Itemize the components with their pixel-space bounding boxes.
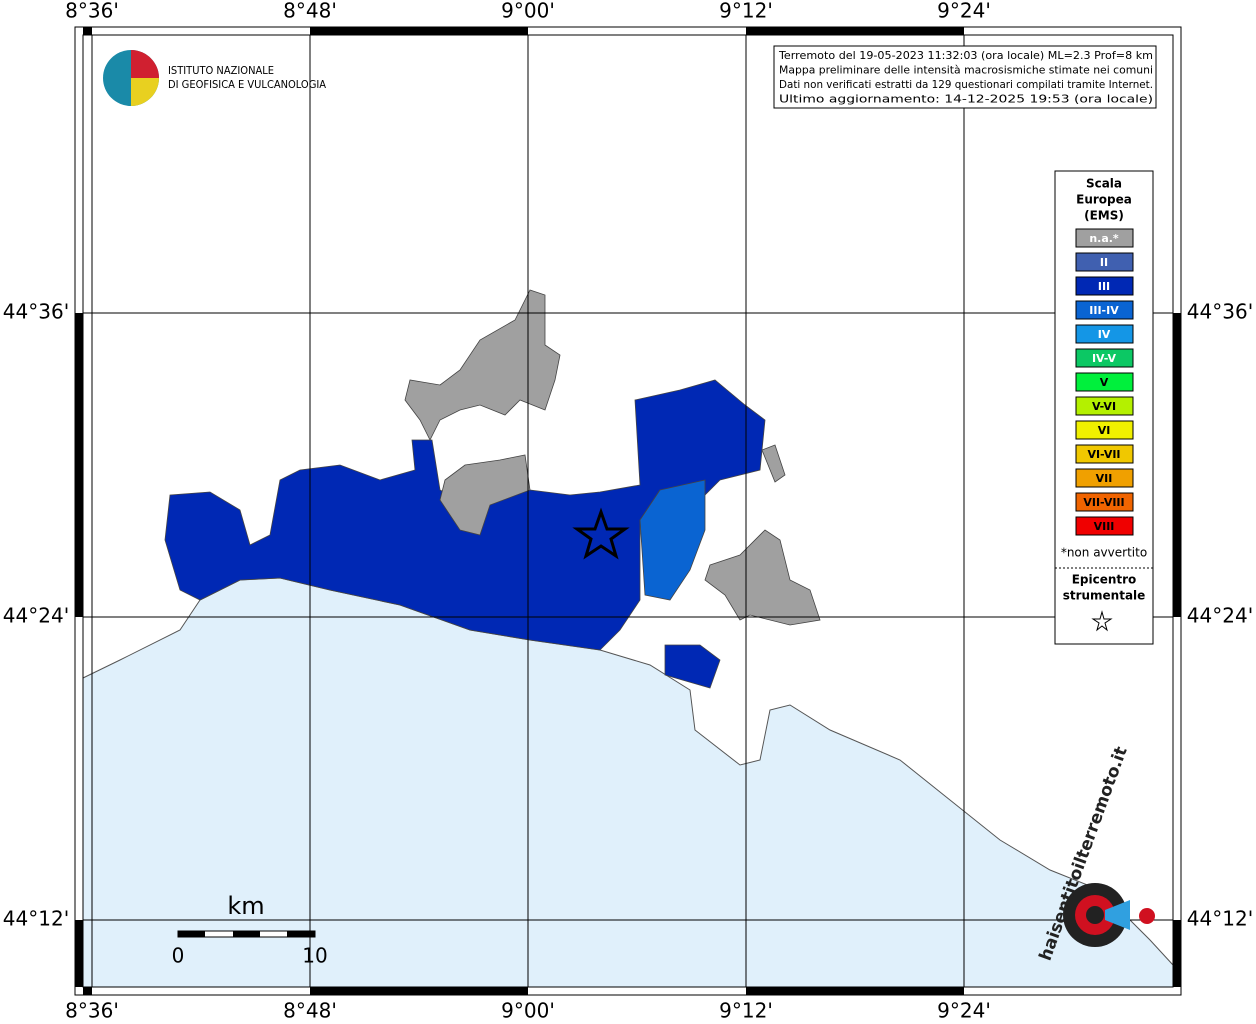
legend-swatch: [1075, 228, 1134, 248]
legend-swatch: [1075, 468, 1134, 488]
legend-swatch: [1075, 324, 1134, 344]
legend-title: Europea: [1076, 193, 1132, 207]
info-line: Ultimo aggiornamento: 14-12-2025 19:53 (…: [779, 93, 1153, 106]
frame: [74, 26, 1182, 996]
legend-title: Scala: [1086, 177, 1122, 191]
legend-swatch: [1075, 300, 1134, 320]
area-iii-iv: [639, 479, 706, 601]
legend-label: V-VI: [1092, 400, 1116, 413]
scale-tick: 0: [172, 944, 185, 968]
legend-swatch: [1075, 252, 1134, 272]
legend-label: VI-VII: [1087, 448, 1120, 461]
legend-note: *non avvertito: [1061, 546, 1147, 560]
area-na-b: [439, 454, 531, 536]
legend-swatch: [1075, 492, 1134, 512]
legend-label: VI: [1098, 424, 1111, 437]
legend-label: II: [1100, 256, 1108, 269]
legend-swatch: [1075, 444, 1134, 464]
legend-label: VII-VIII: [1083, 496, 1124, 509]
lon-label: 9°12': [719, 0, 773, 23]
legend-label: VII: [1096, 472, 1113, 485]
lat-label: 44°24': [3, 604, 69, 628]
logo: [103, 50, 159, 106]
lat-label: 44°36': [1187, 300, 1253, 324]
lon-label: 8°36': [65, 999, 119, 1023]
lon-label: 9°00': [501, 0, 555, 23]
lon-label: 9°00': [501, 999, 555, 1023]
lon-label: 8°48': [283, 999, 337, 1023]
graticule: [83, 35, 1173, 987]
scale-bar: [177, 930, 316, 938]
legend-star: [1091, 610, 1113, 632]
info-line: Mappa preliminare delle intensità macros…: [779, 64, 1153, 77]
area-na-c: [704, 529, 821, 626]
legend-label: IV-V: [1092, 352, 1117, 365]
lat-label: 44°12': [3, 907, 69, 931]
legend-swatch: [1075, 372, 1134, 392]
legend-swatch: [1075, 276, 1134, 296]
lon-label: 9°24': [937, 999, 991, 1023]
legend-label: III-IV: [1089, 304, 1119, 317]
info-line: Dati non verificati estratti da 129 ques…: [779, 78, 1153, 91]
legend-label: n.a.*: [1089, 232, 1119, 245]
scale-tick: 10: [302, 944, 327, 968]
area-na: [404, 289, 561, 441]
lon-label: 8°36': [65, 0, 119, 23]
logo-text: ISTITUTO NAZIONALE: [168, 64, 274, 77]
legend-swatch: [1075, 516, 1134, 536]
lon-label: 9°24': [937, 0, 991, 23]
site-logo: [1063, 883, 1155, 947]
scale-unit: km: [227, 892, 264, 920]
legend-epicenter: strumentale: [1063, 589, 1146, 603]
lon-label: 9°12': [719, 999, 773, 1023]
lat-label: 44°24': [1187, 604, 1253, 628]
legend-label: V: [1100, 376, 1109, 389]
legend-swatch: [1075, 420, 1134, 440]
lat-label: 44°12': [1187, 907, 1253, 931]
legend-label: VIII: [1094, 520, 1115, 533]
legend-label: III: [1098, 280, 1110, 293]
info-line: Terremoto del 19-05-2023 11:32:03 (ora l…: [778, 49, 1153, 62]
legend-swatch: [1075, 348, 1134, 368]
municipalities: [164, 289, 821, 689]
legend-title: (EMS): [1084, 209, 1124, 223]
legend-epicenter: Epicentro: [1072, 573, 1137, 587]
legend-label: IV: [1098, 328, 1111, 341]
lat-label: 44°36': [3, 300, 69, 324]
area-na-d: [761, 444, 786, 483]
legend-swatch: [1075, 396, 1134, 416]
area-iii-b: [664, 644, 721, 689]
logo-text: DI GEOFISICA E VULCANOLOGIA: [168, 78, 326, 91]
epicenter-star: [572, 507, 630, 560]
info-box: [773, 45, 1157, 109]
lon-label: 8°48': [283, 0, 337, 23]
